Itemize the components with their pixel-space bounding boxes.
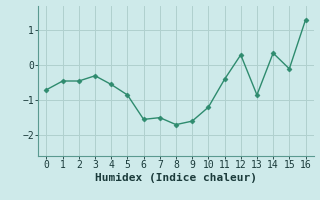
X-axis label: Humidex (Indice chaleur): Humidex (Indice chaleur) [95,173,257,183]
